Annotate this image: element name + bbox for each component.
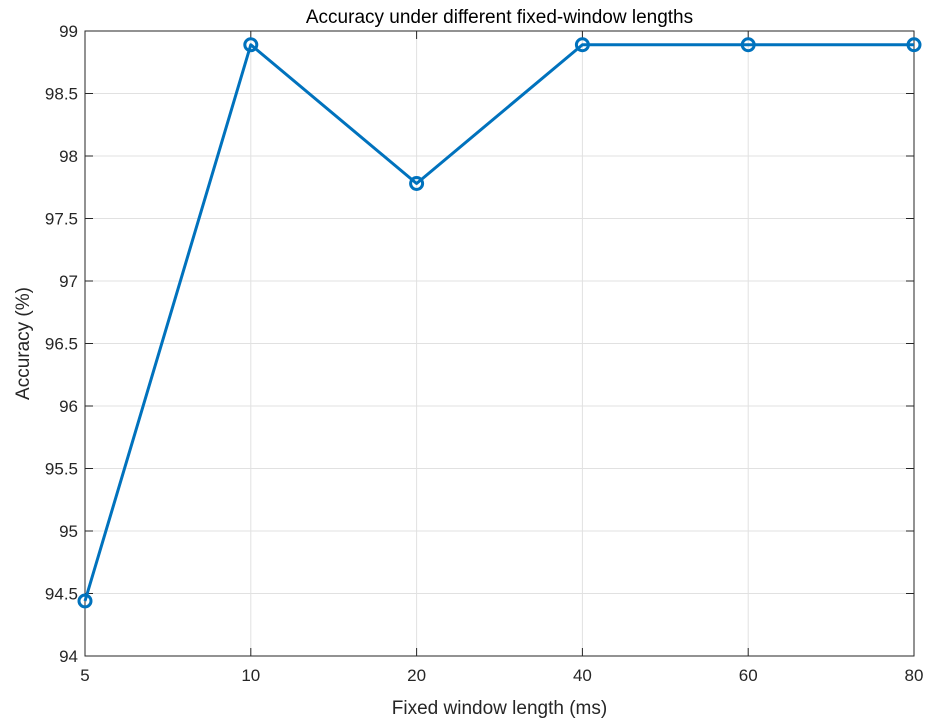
plot-frame [84, 30, 915, 657]
y-axis-title: Accuracy (%) [13, 287, 34, 400]
y-tick-label: 95 [59, 522, 78, 541]
x-tick-label: 20 [407, 666, 426, 685]
x-tick-label: 10 [241, 666, 260, 685]
x-axis-title: Fixed window length (ms) [392, 698, 607, 719]
data-point-marker [409, 176, 425, 191]
y-tick-label: 97 [59, 272, 78, 291]
series-line [83, 43, 914, 602]
y-tick-label: 94.5 [45, 585, 78, 604]
y-tick-label: 95.5 [45, 460, 78, 479]
chart-title: Accuracy under different fixed-window le… [306, 7, 693, 28]
x-tick-label: 40 [573, 666, 592, 685]
axis-layer: 5 10 20 40 60 80 94 94.5 95 95.5 96 96.5 97 97.5 98 98.… [45, 22, 924, 685]
grid-layer [85, 31, 914, 656]
y-tick-label: 96 [59, 397, 78, 416]
data-point-marker [243, 37, 259, 53]
series-layer [77, 37, 922, 609]
y-tick-label: 98 [59, 147, 78, 166]
data-point-marker [574, 37, 590, 53]
x-tick-label: 60 [739, 666, 758, 685]
data-point-marker [906, 37, 922, 53]
x-tick-label: 5 [80, 666, 89, 685]
y-tick-label: 94 [59, 647, 78, 666]
y-tick-label: 96.5 [45, 335, 78, 354]
y-tick-label: 99 [59, 22, 78, 41]
y-tick-label: 97.5 [45, 210, 78, 229]
data-point-marker [77, 593, 93, 609]
data-point-marker [740, 37, 756, 53]
y-tick-label: 98.5 [45, 85, 78, 104]
x-tick-label: 80 [905, 666, 924, 685]
